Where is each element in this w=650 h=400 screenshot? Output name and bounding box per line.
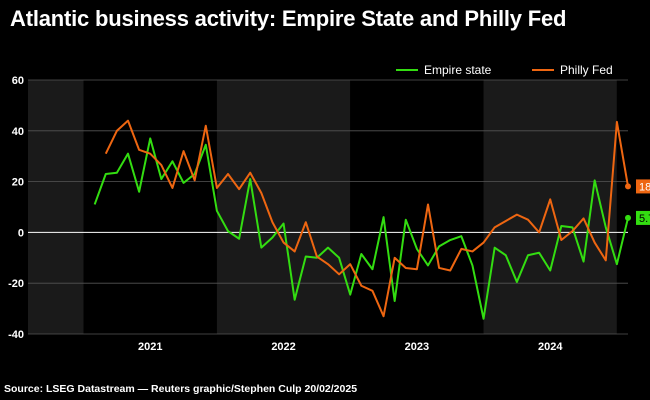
- end-label-philly-fed: 18.1: [636, 179, 650, 194]
- year-bands: [28, 80, 628, 334]
- y-tick-label: 20: [12, 177, 24, 189]
- gridlines: [28, 79, 628, 335]
- x-tick-label: 2022: [271, 341, 295, 353]
- x-tick-label: 2023: [405, 341, 429, 353]
- year-band-2025: [616, 80, 628, 334]
- end-labels: 5.7 18.1: [636, 179, 650, 225]
- end-marker-empire-state: [625, 214, 631, 221]
- series-lines: [93, 119, 631, 320]
- year-band-2023: [350, 80, 484, 334]
- y-axis-ticks: 60 40 20 0 -20 -40: [8, 75, 24, 341]
- end-label-box: [636, 210, 650, 225]
- source-note: Source: LSEG Datastream — Reuters graphi…: [4, 383, 358, 395]
- year-band-2024: [483, 80, 617, 334]
- end-label-empire-state: 5.7: [636, 210, 650, 225]
- x-tick-label: 2024: [538, 341, 563, 353]
- legend: Empire state Philly Fed: [396, 63, 613, 77]
- series-line-empire-state: [93, 137, 629, 320]
- y-tick-label: 0: [18, 227, 24, 239]
- x-tick-label: 2021: [138, 341, 162, 353]
- legend-label: Empire state: [424, 63, 492, 77]
- end-label-text: 18.1: [639, 181, 650, 193]
- x-axis-year-labels: 2021 2022 2023 2024: [138, 341, 563, 353]
- y-tick-label: 60: [12, 75, 24, 87]
- legend-item-philly-fed: Philly Fed: [532, 63, 613, 77]
- year-band-2020: [28, 80, 84, 334]
- end-marker-philly-fed: [625, 183, 631, 190]
- legend-label: Philly Fed: [560, 63, 613, 77]
- legend-item-empire-state: Empire state: [396, 63, 492, 77]
- chart-title: Atlantic business activity: Empire State…: [10, 6, 567, 31]
- year-band-2022: [216, 80, 351, 334]
- year-band-2021: [83, 80, 217, 334]
- series-line-philly-fed: [104, 119, 629, 318]
- end-label-box: [636, 179, 650, 194]
- end-label-text: 5.7: [639, 213, 650, 225]
- y-tick-label: 40: [12, 126, 24, 138]
- y-tick-label: -20: [8, 278, 24, 290]
- y-tick-label: -40: [8, 329, 24, 341]
